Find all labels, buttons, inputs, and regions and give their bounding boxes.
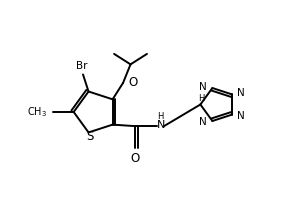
Text: N: N bbox=[157, 120, 166, 130]
Text: N: N bbox=[237, 88, 245, 98]
Text: H: H bbox=[198, 94, 204, 103]
Text: N: N bbox=[199, 117, 207, 127]
Text: CH$_3$: CH$_3$ bbox=[27, 105, 47, 119]
Text: Br: Br bbox=[76, 61, 87, 71]
Text: O: O bbox=[128, 76, 138, 89]
Text: S: S bbox=[86, 130, 94, 144]
Text: H: H bbox=[157, 112, 164, 121]
Text: O: O bbox=[131, 152, 140, 165]
Text: N: N bbox=[199, 82, 207, 92]
Text: N: N bbox=[237, 111, 245, 121]
